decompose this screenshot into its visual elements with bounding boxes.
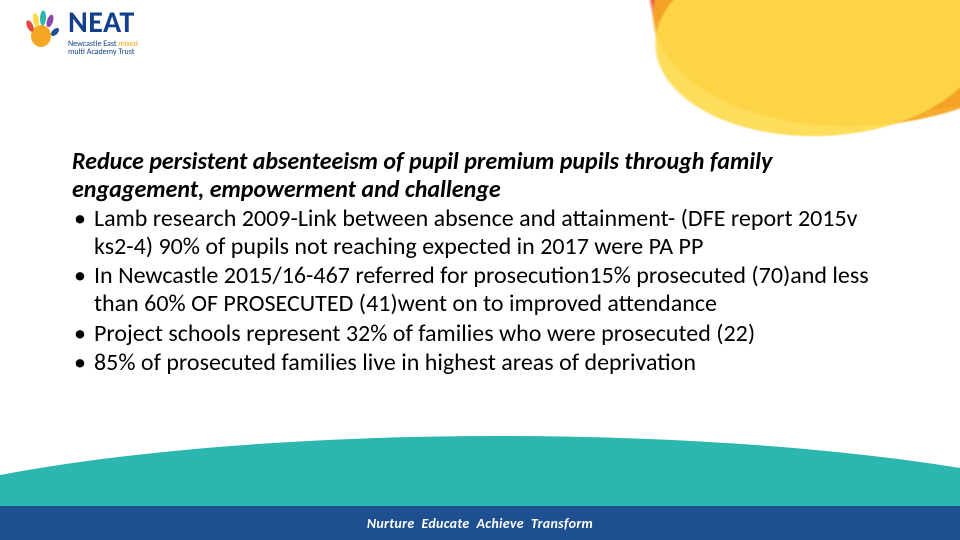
slide-body: Reduce persistent absenteeism of pupil p… [72, 148, 888, 379]
bullet-item: 85% of prosecuted families live in highe… [72, 349, 888, 377]
wave-yellow-icon [0, 451, 960, 506]
slide: NEAT Newcastle East mixed multi Academy … [0, 0, 960, 540]
footer-bar: Nurture Educate Achieve Transform [0, 506, 960, 540]
top-swirl-decoration [380, 0, 960, 160]
bottom-wave-decoration [0, 416, 960, 506]
logo-subtitle-2: multi Academy Trust [68, 48, 138, 56]
bullet-item: Lamb research 2009-Link between absence … [72, 205, 888, 260]
logo-text: NEAT Newcastle East mixed multi Academy … [68, 8, 138, 56]
handprint-icon [20, 8, 62, 50]
footer-word: Educate [421, 515, 469, 532]
bullet-list: Lamb research 2009-Link between absence … [72, 205, 888, 377]
bullet-item: Project schools represent 32% of familie… [72, 320, 888, 348]
footer-word: Nurture [367, 515, 415, 532]
wave-orange-icon [0, 461, 960, 506]
footer-tagline: Nurture Educate Achieve Transform [367, 515, 593, 532]
logo-main: NEAT [68, 8, 138, 38]
slide-heading: Reduce persistent absenteeism of pupil p… [72, 148, 888, 203]
wave-teal-icon [0, 436, 960, 506]
footer-word: Transform [531, 515, 593, 532]
footer-word: Achieve [477, 515, 524, 532]
logo-block: NEAT Newcastle East mixed multi Academy … [20, 8, 138, 56]
bullet-item: In Newcastle 2015/16-467 referred for pr… [72, 262, 888, 317]
